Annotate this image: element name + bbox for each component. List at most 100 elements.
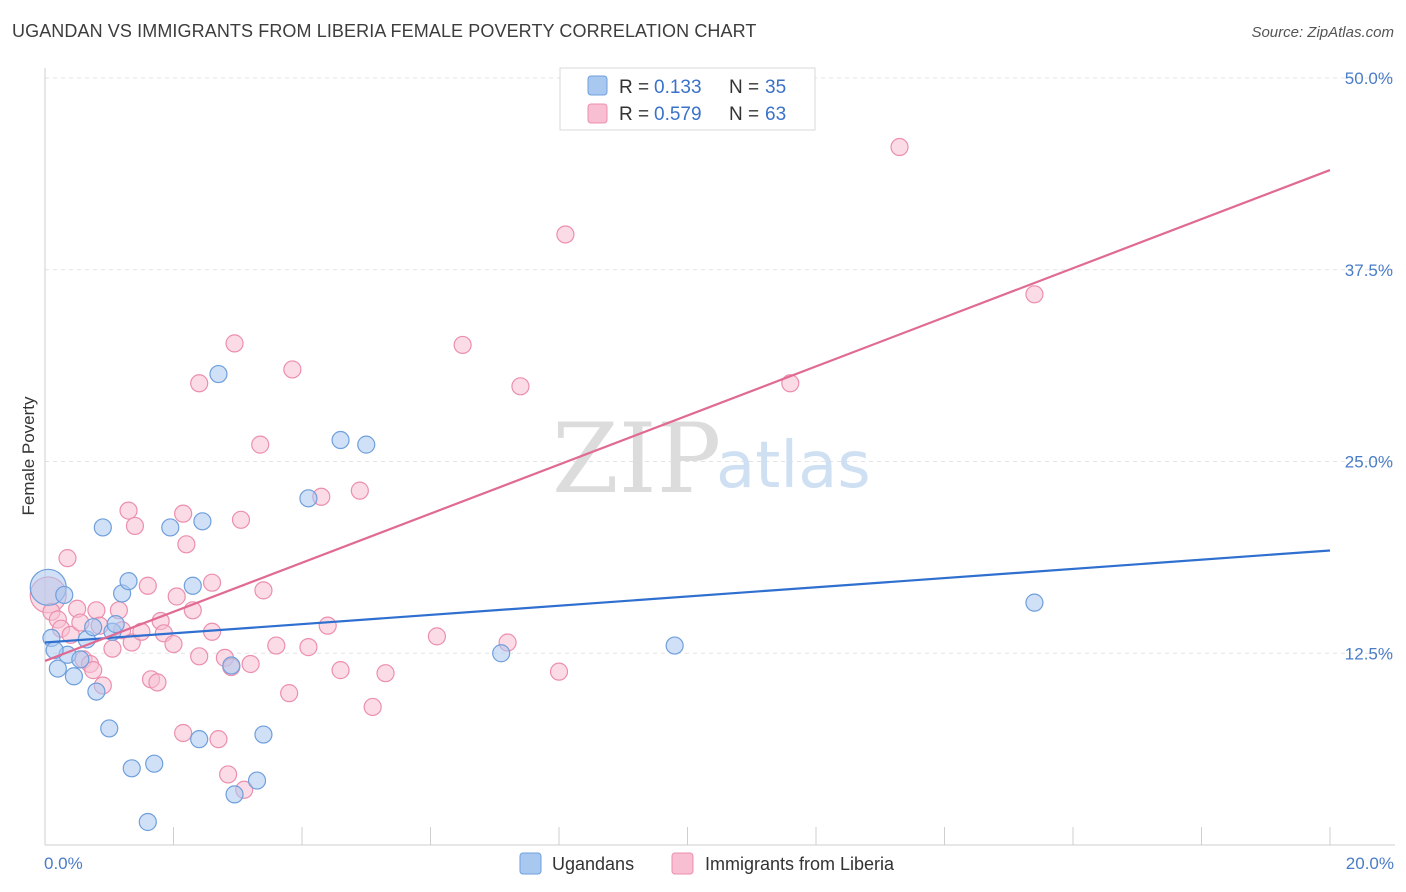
point-liberia-19 — [125, 516, 145, 536]
point-ugandans-8 — [84, 618, 103, 637]
point-liberia-17 — [119, 501, 138, 520]
y-tick-label-0: 12.5% — [1345, 644, 1393, 663]
point-liberia-55 — [376, 664, 395, 683]
point-ugandans-33 — [1025, 593, 1044, 612]
point-liberia-52 — [331, 661, 350, 680]
legend-r-label-liberia: R = — [619, 104, 649, 125]
point-ugandans-13 — [106, 615, 125, 634]
point-ugandans-31 — [492, 644, 511, 663]
point-liberia-62 — [781, 374, 800, 393]
point-liberia-21 — [138, 576, 157, 595]
y-axis-title: Female Poverty — [19, 396, 38, 516]
point-ugandans-17 — [138, 812, 157, 832]
point-ugandans-11 — [100, 719, 119, 738]
point-liberia-49 — [299, 638, 318, 657]
point-ugandans-6 — [71, 650, 90, 669]
point-liberia-63 — [890, 137, 909, 157]
legend: R = 0.133 N = 35 R = 0.579 N = 63 — [559, 67, 816, 131]
point-liberia-45 — [251, 435, 270, 454]
point-ugandans-27 — [254, 725, 273, 744]
point-liberia-36 — [209, 730, 228, 749]
trend-lines — [44, 169, 1331, 662]
point-liberia-27 — [167, 587, 186, 606]
legend-r-value-ugandans: 0.133 — [654, 77, 702, 98]
legend-swatch-liberia — [587, 103, 608, 124]
point-ugandans-10 — [93, 518, 112, 537]
point-ugandans-25 — [225, 785, 244, 804]
point-liberia-64 — [1025, 285, 1044, 304]
point-ugandans-5 — [64, 667, 84, 686]
point-liberia-26 — [164, 634, 183, 654]
x-axis-ticks — [173, 827, 1331, 845]
point-liberia-61 — [556, 225, 575, 244]
point-liberia-35 — [202, 573, 222, 592]
point-ugandans-30 — [357, 435, 376, 454]
legend-n-label-ugandans: N = — [729, 77, 759, 98]
point-liberia-42 — [231, 510, 251, 529]
point-liberia-44 — [254, 581, 273, 600]
legend-r-value-liberia: 0.579 — [654, 104, 702, 125]
point-liberia-43 — [241, 654, 260, 674]
point-liberia-30 — [177, 535, 196, 554]
point-ugandans-29 — [331, 430, 350, 450]
source-label: Source: ZipAtlas.com — [1251, 24, 1394, 41]
point-liberia-14 — [103, 639, 122, 658]
watermark-atlas: atlas — [716, 429, 871, 503]
point-liberia-40 — [225, 334, 244, 353]
watermark-zip: ZIP — [552, 403, 721, 515]
point-liberia-54 — [363, 697, 382, 717]
bottom-legend-swatch-ugandans[interactable] — [519, 852, 542, 875]
point-ugandans-22 — [193, 512, 212, 531]
point-liberia-28 — [174, 723, 193, 743]
point-liberia-51 — [318, 616, 337, 635]
point-ugandans-16 — [122, 759, 141, 778]
bottom-legend-swatch-liberia[interactable] — [671, 852, 694, 875]
point-ugandans-32 — [665, 636, 684, 655]
point-liberia-32 — [190, 647, 209, 666]
chart-title: UGANDAN VS IMMIGRANTS FROM LIBERIA FEMAL… — [12, 21, 757, 41]
point-liberia-23 — [148, 673, 167, 692]
legend-swatch-ugandans — [587, 75, 608, 96]
series-liberia-points — [29, 137, 1044, 799]
axes — [44, 68, 1395, 846]
point-liberia-10 — [84, 661, 103, 680]
legend-r-label-ugandans: R = — [619, 77, 649, 98]
x-tick-label-min: 0.0% — [44, 854, 83, 873]
point-ugandans-3 — [55, 585, 74, 605]
y-tick-label-1: 25.0% — [1345, 453, 1393, 472]
point-ugandans-28 — [299, 489, 318, 508]
point-ugandans-26 — [247, 771, 267, 790]
point-liberia-29 — [174, 504, 193, 523]
y-tick-label-3: 50.0% — [1345, 69, 1393, 88]
point-liberia-57 — [453, 335, 472, 355]
point-ugandans-2 — [48, 659, 67, 678]
point-liberia-4 — [58, 549, 77, 568]
point-liberia-48 — [283, 360, 302, 379]
point-ugandans-24 — [222, 656, 241, 675]
point-liberia-38 — [219, 765, 238, 784]
gridlines — [45, 77, 1395, 654]
y-tick-label-2: 37.5% — [1345, 261, 1393, 280]
point-ugandans-15 — [119, 572, 138, 591]
point-ugandans-20 — [183, 576, 202, 595]
point-liberia-47 — [280, 684, 299, 703]
point-liberia-59 — [511, 377, 530, 396]
bottom-legend-label-liberia[interactable]: Immigrants from Liberia — [705, 854, 895, 874]
x-tick-labels: 0.0% 20.0% — [44, 854, 1394, 873]
bottom-legend-label-ugandans[interactable]: Ugandans — [552, 854, 634, 874]
point-ugandans-9 — [87, 682, 106, 701]
point-ugandans-19 — [161, 518, 180, 537]
point-liberia-60 — [549, 662, 569, 681]
x-tick-label-max: 20.0% — [1346, 854, 1394, 873]
legend-n-value-liberia: 63 — [765, 104, 786, 125]
trend-line-liberia — [44, 169, 1331, 662]
bottom-legend: Ugandans Immigrants from Liberia — [519, 852, 895, 875]
legend-n-value-ugandans: 35 — [765, 77, 786, 98]
point-liberia-53 — [350, 481, 369, 500]
y-tick-labels: 12.5% 25.0% 37.5% 50.0% — [1345, 69, 1393, 663]
point-ugandans-21 — [190, 730, 209, 749]
point-liberia-11 — [87, 601, 106, 620]
point-liberia-46 — [267, 636, 286, 655]
point-liberia-56 — [427, 627, 447, 646]
